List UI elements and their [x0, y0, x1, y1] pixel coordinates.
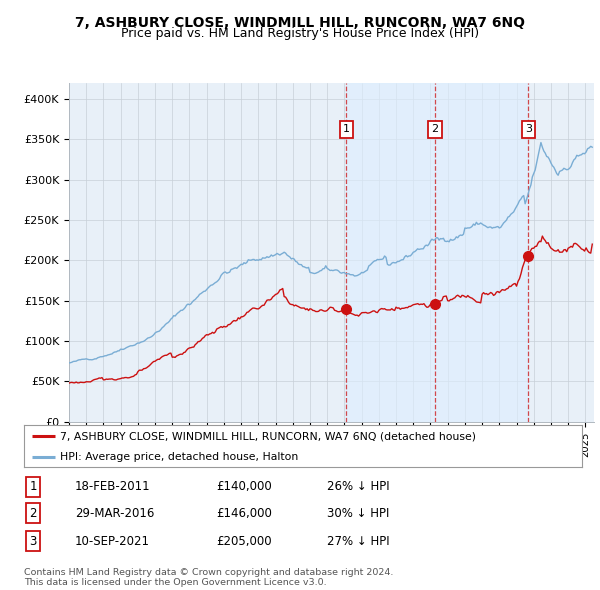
Text: £140,000: £140,000 [216, 480, 272, 493]
Text: 7, ASHBURY CLOSE, WINDMILL HILL, RUNCORN, WA7 6NQ: 7, ASHBURY CLOSE, WINDMILL HILL, RUNCORN… [75, 16, 525, 30]
Text: 27% ↓ HPI: 27% ↓ HPI [327, 535, 389, 548]
Text: 26% ↓ HPI: 26% ↓ HPI [327, 480, 389, 493]
Text: 30% ↓ HPI: 30% ↓ HPI [327, 507, 389, 520]
Text: 10-SEP-2021: 10-SEP-2021 [75, 535, 150, 548]
Text: £205,000: £205,000 [216, 535, 272, 548]
Text: 1: 1 [343, 124, 350, 135]
Text: Contains HM Land Registry data © Crown copyright and database right 2024.
This d: Contains HM Land Registry data © Crown c… [24, 568, 394, 587]
Text: 18-FEB-2011: 18-FEB-2011 [75, 480, 151, 493]
Bar [346, 83, 529, 422]
Text: 2: 2 [29, 507, 37, 520]
Text: 29-MAR-2016: 29-MAR-2016 [75, 507, 154, 520]
Text: HPI: Average price, detached house, Halton: HPI: Average price, detached house, Halt… [60, 452, 299, 461]
Text: Price paid vs. HM Land Registry's House Price Index (HPI): Price paid vs. HM Land Registry's House … [121, 27, 479, 40]
Text: 7, ASHBURY CLOSE, WINDMILL HILL, RUNCORN, WA7 6NQ (detached house): 7, ASHBURY CLOSE, WINDMILL HILL, RUNCORN… [60, 431, 476, 441]
Text: 3: 3 [29, 535, 37, 548]
Text: 1: 1 [29, 480, 37, 493]
Text: 2: 2 [431, 124, 438, 135]
Text: £146,000: £146,000 [216, 507, 272, 520]
Text: 3: 3 [525, 124, 532, 135]
